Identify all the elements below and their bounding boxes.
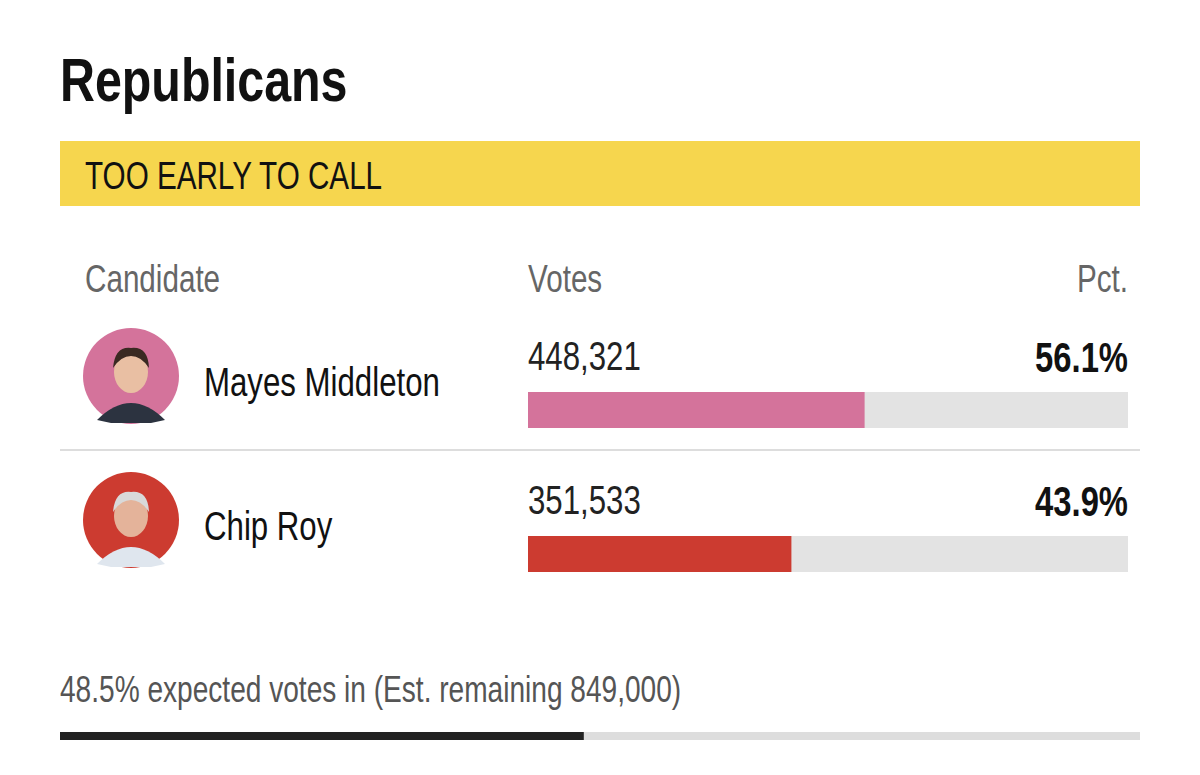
data-label: 43.9%: [1035, 478, 1128, 525]
page: Republicans TOO EARLY TO CALL Candidate Vot…: [0, 0, 1200, 775]
progress-track: [60, 732, 1140, 740]
title: Republicans: [60, 45, 348, 114]
bar-track: [528, 536, 1128, 572]
vote-count: 448,321: [528, 334, 641, 378]
data-label: 56.1%: [1035, 334, 1128, 381]
status-text: TOO EARLY TO CALL: [85, 155, 382, 197]
background: [0, 0, 1200, 775]
status-banner: [60, 141, 1140, 206]
bar: [528, 392, 865, 428]
progress-bar: [60, 732, 584, 740]
avatar-hair: [113, 492, 149, 512]
footer-text: 48.5% expected votes in (Est. remaining …: [60, 669, 681, 710]
candidate-name: Chip Roy: [204, 504, 332, 548]
avatar: [83, 328, 179, 424]
row-divider: [60, 449, 1140, 451]
avatar: [83, 472, 179, 568]
avatar-shirt: [97, 403, 165, 423]
bar: [528, 536, 791, 572]
avatar-shirt: [97, 547, 165, 567]
column-header: Candidate: [85, 258, 220, 300]
column-header: Pct.: [1077, 258, 1128, 300]
avatar-hair: [113, 348, 149, 368]
column-header: Votes: [528, 258, 602, 300]
avatar-bg: [83, 472, 179, 568]
vote-count: 351,533: [528, 478, 641, 522]
chart-root: Republicans TOO EARLY TO CALL Candidate Vot…: [0, 0, 1200, 775]
spacer: [60, 312, 1140, 313]
bar-track: [528, 392, 1128, 428]
bars: [528, 392, 865, 572]
candidate-name: Mayes Middleton: [204, 360, 440, 404]
avatar-bg: [83, 328, 179, 424]
